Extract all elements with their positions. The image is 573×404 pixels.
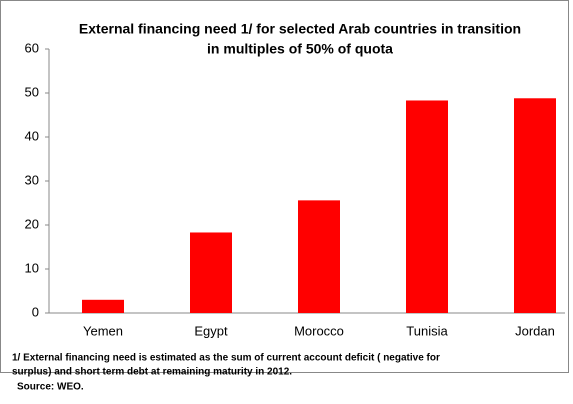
footnote: 1/ External financing need is estimated … (12, 353, 440, 364)
y-tick-label: 20 (25, 216, 39, 231)
bar (82, 299, 124, 313)
x-tick-label: Tunisia (406, 323, 448, 338)
chart-subtitle: in multiples of 50% of quota (207, 41, 393, 57)
bar (406, 100, 448, 313)
y-tick-label: 50 (25, 84, 39, 99)
y-tick-label: 30 (25, 172, 39, 187)
y-tick-label: 40 (25, 128, 39, 143)
footnote: surplus) and short term debt at remainin… (12, 367, 292, 378)
y-tick-label: 60 (25, 40, 39, 55)
x-tick-label: Morocco (294, 323, 344, 338)
x-tick-label: Jordan (515, 323, 555, 338)
bar (514, 98, 556, 313)
bar (298, 200, 340, 313)
y-tick-label: 0 (32, 304, 39, 319)
chart-title: External financing need 1/ for selected … (79, 21, 521, 37)
x-tick-label: Yemen (83, 323, 123, 338)
source: Source: WEO. (17, 382, 84, 393)
x-tick-label: Egypt (194, 323, 228, 338)
bar (190, 232, 232, 313)
frame (0, 0, 569, 373)
y-tick-label: 10 (25, 260, 39, 275)
